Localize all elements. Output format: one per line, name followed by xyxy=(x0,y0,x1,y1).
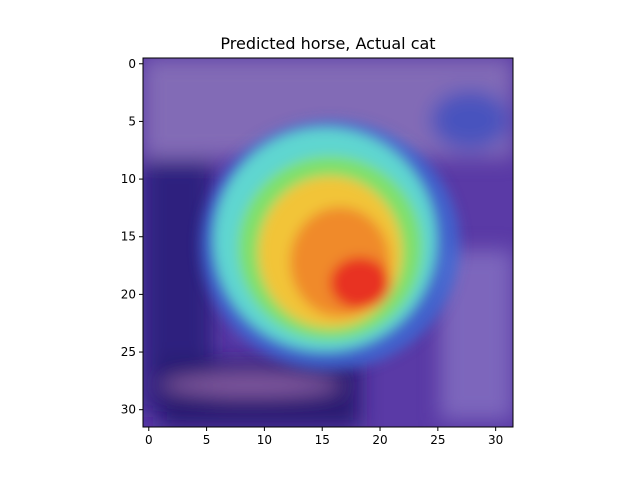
plot-frame xyxy=(142,57,514,428)
activation-red xyxy=(330,257,390,309)
x-axis: 0 5 10 15 20 25 30 xyxy=(145,427,503,447)
heatmap-image xyxy=(143,58,513,427)
y-tick-label: 25 xyxy=(121,345,136,359)
y-tick-label: 0 xyxy=(128,57,136,71)
x-tick-label: 0 xyxy=(145,433,153,447)
y-tick-label: 5 xyxy=(128,114,136,128)
chart-title: Predicted horse, Actual cat xyxy=(220,34,435,53)
heatmap-bottom-streak xyxy=(160,375,340,395)
x-tick-label: 20 xyxy=(372,433,387,447)
x-tick-label: 5 xyxy=(203,433,211,447)
heatmap-top-right-glow xyxy=(430,90,510,150)
x-tick-label: 30 xyxy=(488,433,503,447)
y-tick-label: 20 xyxy=(121,287,136,301)
y-axis: 0 5 10 15 20 25 30 xyxy=(121,57,143,417)
x-tick-label: 15 xyxy=(315,433,330,447)
x-tick-label: 25 xyxy=(430,433,445,447)
y-tick-label: 10 xyxy=(121,172,136,186)
x-tick-label: 10 xyxy=(257,433,272,447)
y-tick-label: 30 xyxy=(121,403,136,417)
y-tick-label: 15 xyxy=(121,230,136,244)
